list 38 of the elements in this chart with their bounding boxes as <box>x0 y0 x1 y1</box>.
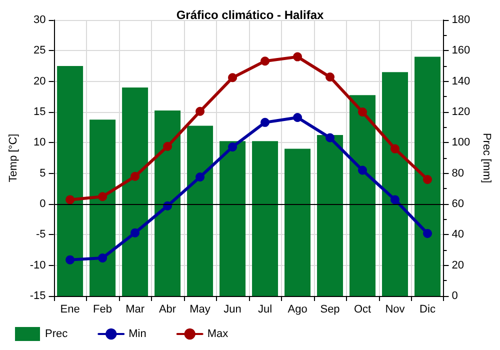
x-tick-label: Ene <box>60 304 80 316</box>
x-tick-label: Oct <box>354 304 372 316</box>
y-tick-label: -15 <box>30 290 46 302</box>
y-tick-label: 30 <box>34 14 46 26</box>
y-tick-label: 20 <box>34 75 46 88</box>
y2-tick-label: 180 <box>452 14 470 26</box>
chart-title: Gráfico climático - Halifax <box>176 8 324 22</box>
x-tick-label: Abr <box>158 304 176 316</box>
x-tick-label: Mar <box>126 304 145 316</box>
x-tick-label: May <box>190 304 211 316</box>
x-tick-label: Jul <box>258 304 272 316</box>
y2-tick-label: 140 <box>452 75 470 88</box>
x-tick-label: Nov <box>385 304 406 316</box>
y-tick-label: 15 <box>34 106 46 118</box>
y2-tick-label: 100 <box>452 136 470 149</box>
x-tick-label: Sep <box>320 304 340 316</box>
x-tick-label: Dic <box>420 304 436 316</box>
y-tick-label: 10 <box>34 136 46 149</box>
y-axis-title: Temp [°C] <box>8 134 20 182</box>
legend-label: Prec <box>45 328 68 340</box>
legend-label: Min <box>128 328 146 340</box>
y2-tick-label: 20 <box>452 259 464 272</box>
y2-tick-label: 160 <box>452 44 470 57</box>
y-tick-label: -5 <box>36 228 46 241</box>
x-tick-label: Jun <box>224 304 242 316</box>
y2-tick-label: 120 <box>452 106 470 118</box>
y-tick-label: 0 <box>40 198 46 210</box>
y2-tick-label: 80 <box>452 167 464 180</box>
x-tick-label: Feb <box>93 304 112 316</box>
y-tick-label: 5 <box>40 167 46 180</box>
y-tick-label: -10 <box>30 259 46 272</box>
x-tick-label: Ago <box>288 304 308 316</box>
y2-tick-label: 40 <box>452 228 464 241</box>
legend-label: Max <box>207 328 229 340</box>
y2-axis-title: Prec [mm] <box>480 132 492 184</box>
y2-tick-label: 60 <box>452 198 464 210</box>
y-tick-label: 25 <box>34 44 46 57</box>
y2-tick-label: 0 <box>452 290 458 302</box>
